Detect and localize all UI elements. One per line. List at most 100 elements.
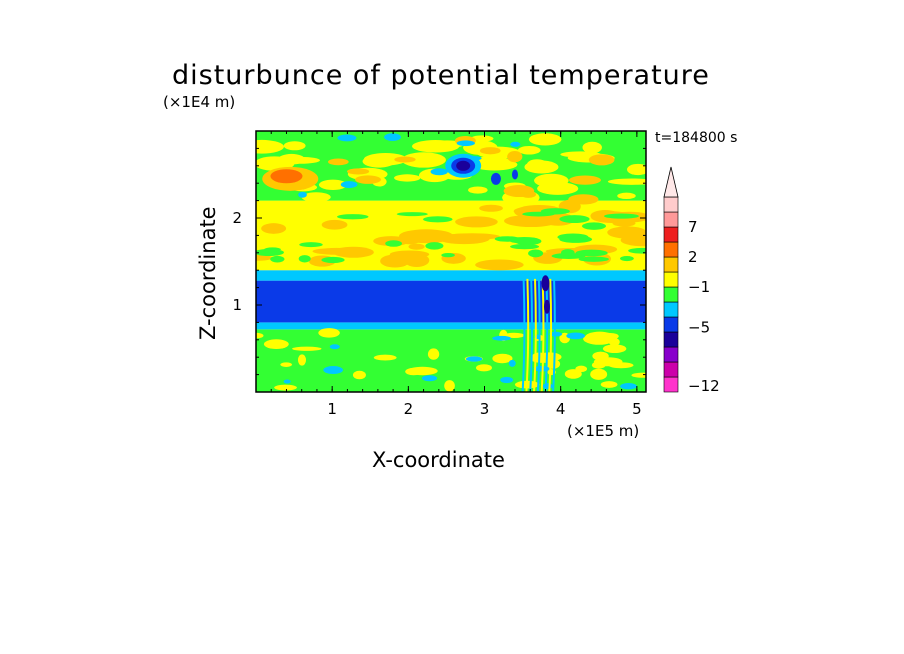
contour-patch [588,154,615,166]
contour-patch [503,332,525,339]
contour-patch [575,365,588,373]
contour-patch [408,243,425,250]
contour-patch [394,156,416,163]
colorbar-cell [663,301,679,318]
contour-patch [421,375,438,382]
plot-area [256,131,646,392]
x-tick-label: 2 [404,400,414,418]
contour-patch [479,147,501,155]
y-tick-label: 1 [232,296,242,314]
colorbar-cell [663,346,679,363]
contour-patch [524,160,559,174]
contour-patch [355,175,381,184]
contour-patch [631,372,646,378]
contour-patch [352,370,366,380]
contour-patch [602,344,627,354]
contour-patch [559,215,590,223]
contour-patch [337,214,369,220]
contour-patch [396,212,428,217]
contour-patch [465,356,483,362]
wave-streak [529,278,534,392]
contour-patch [520,190,537,198]
contour-patch [340,181,358,189]
contour-patch [333,246,374,258]
colorbar-cell [663,211,679,228]
colorbar-label: −1 [688,278,710,296]
contour-patch [510,141,521,147]
contour-band [256,322,646,330]
colorbar-label: −5 [688,319,710,337]
contour-patch [363,153,408,166]
contour-patch [337,134,357,142]
wave-streak [544,278,549,392]
contour-patch [517,145,541,155]
contour-patch [607,226,646,239]
contour-patch [568,194,599,205]
contour-patch [617,192,636,200]
contour-patch [470,135,494,142]
contour-band [256,270,646,281]
contour-patch [263,339,289,349]
colorbar-label: 7 [688,218,698,236]
colorbar-cell [663,331,679,348]
colorbar-cell [663,376,679,393]
colorbar-extend-arrow [663,166,679,198]
contour-patch [456,140,475,147]
contour-patch [298,191,307,198]
contour-patch [292,346,322,351]
contour-patch [534,173,569,188]
contour-patch [423,216,453,223]
colorbar-cell [663,256,679,273]
contour-patch [280,156,320,164]
contour-patch [628,247,646,254]
contour-patch [479,204,503,212]
contour-patch [444,380,455,392]
contour-patch [540,208,570,215]
colorbar-cell [663,196,679,213]
wave-streak [540,278,545,392]
contour-patch [270,255,285,263]
contour-patch [500,376,514,384]
wave-streak [521,278,526,392]
colorbar-cell [663,316,679,333]
contour-patch [384,133,401,141]
warm-anomaly-core [270,169,303,184]
contour-patch [283,141,306,151]
contour-patch [301,192,331,203]
contour-patch [608,362,634,369]
contour-patch [582,141,602,154]
contour-patch [455,216,498,228]
x-axis-label: X-coordinate [372,448,505,472]
contour-patch [329,344,340,350]
cold-anomaly-small [490,172,501,185]
colorbar-label: 2 [688,248,698,266]
x-axis-unit: (×1E5 m) [567,422,640,440]
contour-patch [551,253,586,260]
contour-patch [283,379,291,384]
contour-patch [427,348,440,360]
contour-patch [385,240,403,247]
contour-patch [591,361,606,369]
cold-anomaly-core [456,160,471,171]
contour-patch [528,133,562,146]
x-tick-label: 4 [556,400,566,418]
contour-patch [619,256,634,262]
contour-patch [582,222,606,230]
contour-patch [603,213,639,219]
colorbar: 7 2 −1 −5 −12 [663,166,720,395]
contour-patch [620,383,637,390]
wave-streak [552,278,556,392]
contour-patch [425,242,444,250]
plot-frame [255,130,647,393]
contour-patch [256,254,273,261]
contour-patch [590,368,608,380]
contour-patch [321,256,345,264]
contour-patch [508,217,549,225]
contour-patch [508,359,516,367]
contour-patch [389,250,430,259]
contour-patch [494,236,520,242]
colorbar-cell [663,226,679,243]
contour-patch [542,383,553,390]
colorbar-cell [663,361,679,378]
